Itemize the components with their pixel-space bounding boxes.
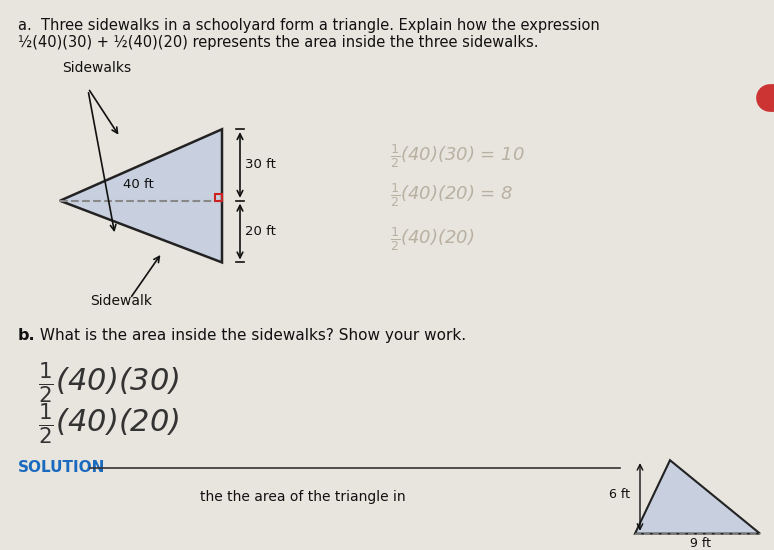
Text: Sidewalks: Sidewalks <box>62 60 131 75</box>
Text: ½(40)(30) + ½(40)(20) represents the area inside the three sidewalks.: ½(40)(30) + ½(40)(20) represents the are… <box>18 35 539 50</box>
Text: 40 ft: 40 ft <box>123 178 154 191</box>
Text: $\frac{1}{2}$(40)(30): $\frac{1}{2}$(40)(30) <box>38 360 180 406</box>
Polygon shape <box>635 460 760 534</box>
Text: 30 ft: 30 ft <box>245 158 276 172</box>
Text: $\frac{1}{2}$(40)(30) = 10: $\frac{1}{2}$(40)(30) = 10 <box>390 142 525 170</box>
Text: 20 ft: 20 ft <box>245 225 276 238</box>
Text: b.: b. <box>18 328 36 343</box>
Text: $\frac{1}{2}$(40)(20): $\frac{1}{2}$(40)(20) <box>390 225 474 253</box>
Text: 9 ft: 9 ft <box>690 537 711 549</box>
Text: $\frac{1}{2}$(40)(20): $\frac{1}{2}$(40)(20) <box>38 402 180 447</box>
Text: 6 ft: 6 ft <box>609 488 630 501</box>
Text: $\frac{1}{2}$(40)(20) = 8: $\frac{1}{2}$(40)(20) = 8 <box>390 181 513 209</box>
Text: the the area of the triangle in: the the area of the triangle in <box>200 490 406 504</box>
Text: What is the area inside the sidewalks? Show your work.: What is the area inside the sidewalks? S… <box>35 328 466 343</box>
Text: SOLUTION: SOLUTION <box>18 460 105 475</box>
Text: a.  Three sidewalks in a schoolyard form a triangle. Explain how the expression: a. Three sidewalks in a schoolyard form … <box>18 18 600 32</box>
Polygon shape <box>60 129 222 262</box>
Text: Sidewalk: Sidewalk <box>90 294 152 308</box>
